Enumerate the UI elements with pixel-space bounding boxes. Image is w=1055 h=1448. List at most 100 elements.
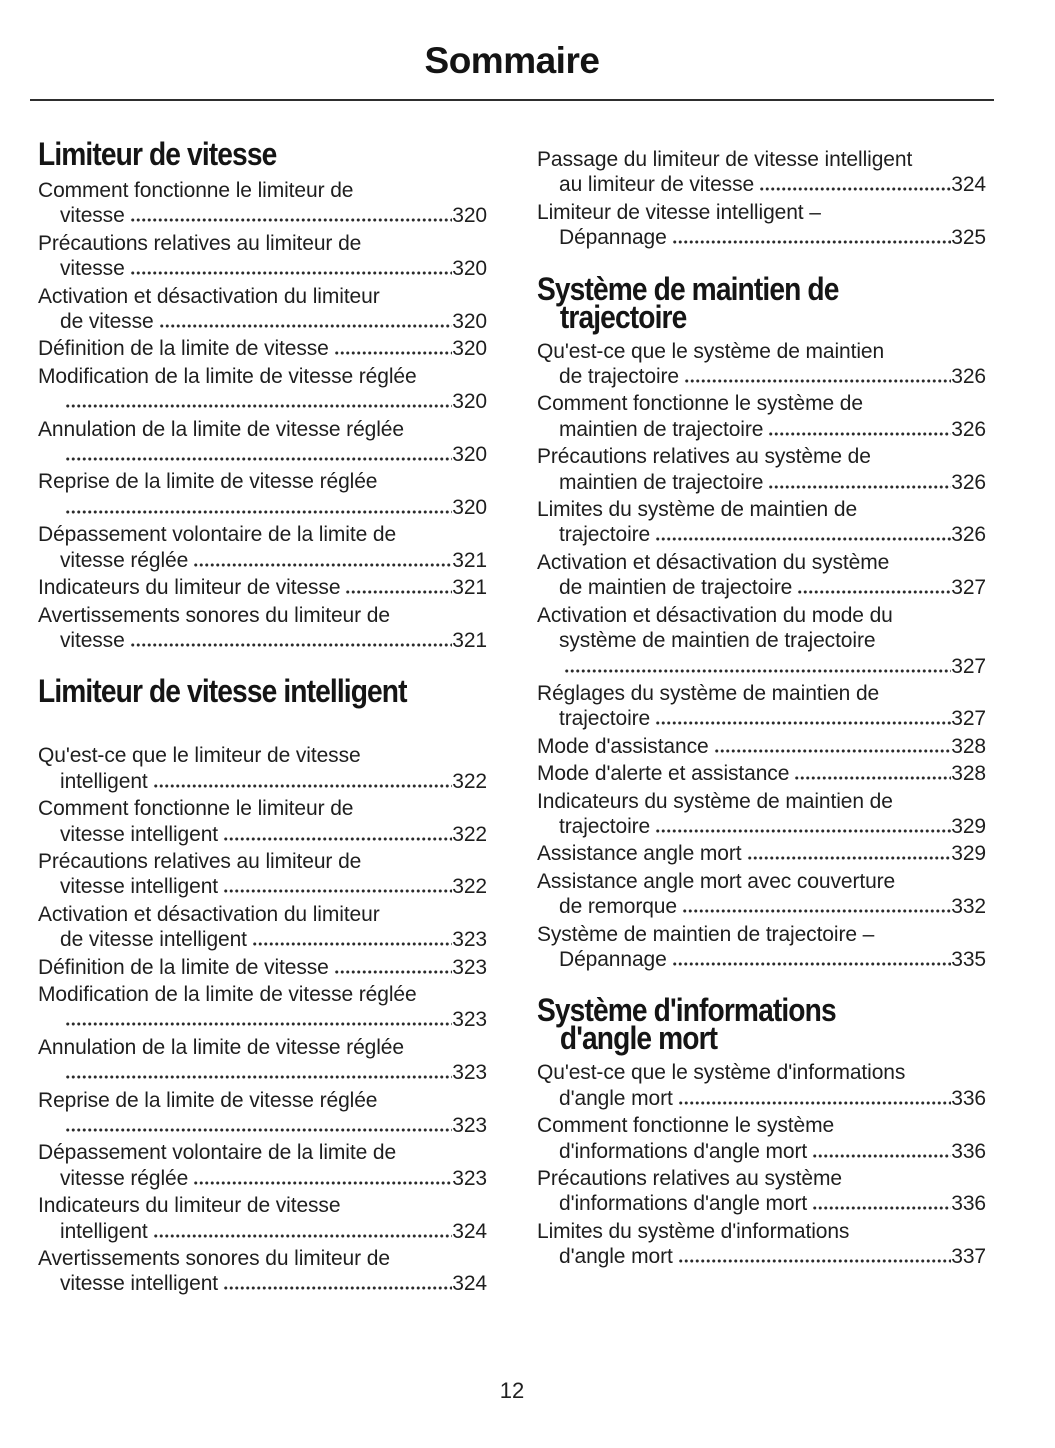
- section-heading-line: Système d'informations: [537, 992, 837, 1029]
- toc-entry-page: 335: [951, 947, 986, 971]
- toc-entry-text: vitesse intelligent: [60, 875, 219, 899]
- dot-leader: [812, 1206, 952, 1211]
- toc-entry-page: 326: [951, 470, 986, 494]
- dot-leader: [251, 942, 453, 947]
- toc-entry-text: de trajectoire: [559, 365, 679, 389]
- toc-entry-text-line: Précautions relatives au limiteur de: [38, 849, 362, 873]
- toc-entry-last-line: de trajectoire 326: [537, 364, 986, 389]
- toc-entry-text-line: Annulation de la limite de vitesse réglé…: [38, 1035, 404, 1059]
- toc-entry-text-line: Activation et désactivation du limiteur: [38, 284, 380, 308]
- toc-entry-last-line: d'angle mort 336: [537, 1086, 986, 1111]
- toc-entry: Système de maintien de trajectoire – Dépa…: [537, 922, 986, 973]
- toc-entry-text-line: Reprise de la limite de vitesse réglée: [38, 470, 378, 494]
- toc-entry-page: 321: [452, 628, 487, 652]
- toc-entry-last-line: maintien de trajectoire 326: [537, 417, 986, 442]
- section-heading: Système d'informations d'angle mort: [537, 992, 932, 1057]
- toc-entry-page: 324: [452, 1219, 487, 1243]
- toc-entry-text: vitesse: [60, 257, 125, 281]
- toc-entry: Limiteur de vitesse intelligent – Dépanna…: [537, 200, 986, 251]
- toc-entry-text-line: système de maintien de trajectoire: [559, 629, 876, 653]
- toc-entry-text-line: Comment fonctionne le système de: [537, 392, 863, 416]
- toc-entry-last-line: vitesse réglée 321: [38, 548, 487, 573]
- toc-entry-page: 324: [452, 1272, 487, 1296]
- page-title: Sommaire: [424, 40, 600, 81]
- toc-entry-text-line: Avertissements sonores du limiteur de: [38, 1247, 390, 1271]
- toc-entry-text: vitesse intelligent: [60, 822, 219, 846]
- toc-entry: Indicateurs du limiteur de vitesse 321: [38, 575, 487, 600]
- toc-entry-text: d'informations d'angle mort: [559, 1192, 808, 1216]
- toc-entry-text: intelligent: [60, 769, 148, 793]
- toc-entry: Reprise de la limite de vitesse réglée 32…: [38, 1088, 487, 1139]
- toc-entry-text: Dépannage: [559, 947, 667, 971]
- dot-leader: [681, 909, 952, 914]
- toc-entry-last-line: de remorque 332: [537, 894, 986, 919]
- page-number: 12: [499, 1378, 525, 1403]
- toc-entry: Assistance angle mort avec couverture de …: [537, 869, 986, 920]
- toc-entry-text-line: Précautions relatives au limiteur de: [38, 231, 362, 255]
- toc-entry-text: Dépannage: [559, 226, 667, 250]
- dot-leader: [65, 1022, 453, 1027]
- dot-leader: [333, 351, 453, 356]
- toc-entry-page: 325: [951, 226, 986, 250]
- toc-entry-last-line: intelligent 322: [38, 769, 487, 794]
- toc-entry-page: 327: [951, 576, 986, 600]
- toc-entry: Mode d'alerte et assistance 328: [537, 761, 986, 786]
- toc-entry-last-line: de maintien de trajectoire 327: [537, 575, 986, 600]
- toc-entry-last-line: d'informations d'angle mort 336: [537, 1191, 986, 1216]
- toc-entry: Précautions relatives au limiteur de vite…: [38, 849, 487, 900]
- dot-leader: [564, 668, 952, 673]
- dot-leader: [129, 218, 453, 223]
- toc-entry-page: 320: [452, 443, 487, 467]
- dot-leader: [671, 240, 952, 245]
- toc-entry-page: 326: [951, 365, 986, 389]
- toc-entry-last-line: Définition de la limite de vitesse 320: [38, 336, 487, 361]
- toc-entry-page: 329: [951, 814, 986, 838]
- toc-entry-last-line: Définition de la limite de vitesse 323: [38, 955, 487, 980]
- toc-entry-text: trajectoire: [559, 814, 651, 838]
- toc-entry-text: vitesse: [60, 628, 125, 652]
- toc-column-right: Passage du limiteur de vitesse intellige…: [537, 140, 986, 1299]
- dot-leader: [129, 271, 453, 276]
- toc-entry-text-line: Qu'est-ce que le système de maintien: [537, 339, 885, 363]
- toc-entry-last-line: vitesse 320: [38, 203, 487, 228]
- toc-entry: Limites du système d'informations d'angle…: [537, 1219, 986, 1270]
- toc-entry-page: 322: [452, 769, 487, 793]
- toc-entry-page: 320: [452, 204, 487, 228]
- toc-entry: Comment fonctionne le système d'informati…: [537, 1113, 986, 1164]
- toc-entry-text-line: Avertissements sonores du limiteur de: [38, 603, 390, 627]
- toc-entry-last-line: d'informations d'angle mort 336: [537, 1139, 986, 1164]
- toc-entry-page: 320: [452, 390, 487, 414]
- toc-entry-last-line: Assistance angle mort 329: [537, 841, 986, 866]
- toc-entry-text: de vitesse: [60, 310, 154, 334]
- toc-entry-text: Définition de la limite de vitesse: [38, 955, 329, 979]
- toc-entry-page: 323: [452, 955, 487, 979]
- toc-entry-page: 323: [452, 1114, 487, 1137]
- toc-entry-last-line: vitesse intelligent 322: [38, 822, 487, 847]
- toc-entry: Dépassement volontaire de la limite de vi…: [38, 1140, 487, 1191]
- page-content: Sommaire Limiteur de vitesse Comment fonc…: [30, 40, 994, 1403]
- toc-entry-last-line: trajectoire 327: [537, 706, 986, 731]
- toc-entry-text: vitesse: [60, 204, 125, 228]
- toc-entry-text-line: Modification de la limite de vitesse rég…: [38, 982, 417, 1006]
- dot-leader: [794, 776, 952, 781]
- dot-leader: [223, 836, 453, 841]
- toc-entry-text: Assistance angle mort: [537, 842, 742, 866]
- toc-entry-page: 326: [951, 523, 986, 547]
- toc-entry: Indicateurs du système de maintien de tra…: [537, 789, 986, 840]
- toc-entry: Passage du limiteur de vitesse intellige…: [537, 147, 986, 198]
- toc-entry-page: 320: [452, 310, 487, 334]
- dot-leader: [655, 721, 952, 726]
- section-heading-line: d'angle mort: [559, 1020, 718, 1057]
- toc-entry-text-line: Dépassement volontaire de la limite de: [38, 523, 397, 547]
- dot-leader: [158, 324, 453, 329]
- toc-entry-text: vitesse intelligent: [60, 1272, 219, 1296]
- toc-entry-text-line: Activation et désactivation du limiteur: [38, 902, 380, 926]
- toc-entry-last-line: vitesse 321: [38, 628, 487, 653]
- toc-entry-text-line: Modification de la limite de vitesse rég…: [38, 364, 417, 388]
- toc-entry-text-line: Indicateurs du système de maintien de: [537, 789, 893, 813]
- dot-leader: [677, 1259, 952, 1264]
- toc-entry-last-line: Mode d'assistance 328: [537, 734, 986, 759]
- section-heading: Limiteur de vitesse intelligent: [38, 675, 433, 707]
- toc-entry-text-line: Comment fonctionne le limiteur de: [38, 179, 354, 202]
- dot-leader: [671, 961, 952, 966]
